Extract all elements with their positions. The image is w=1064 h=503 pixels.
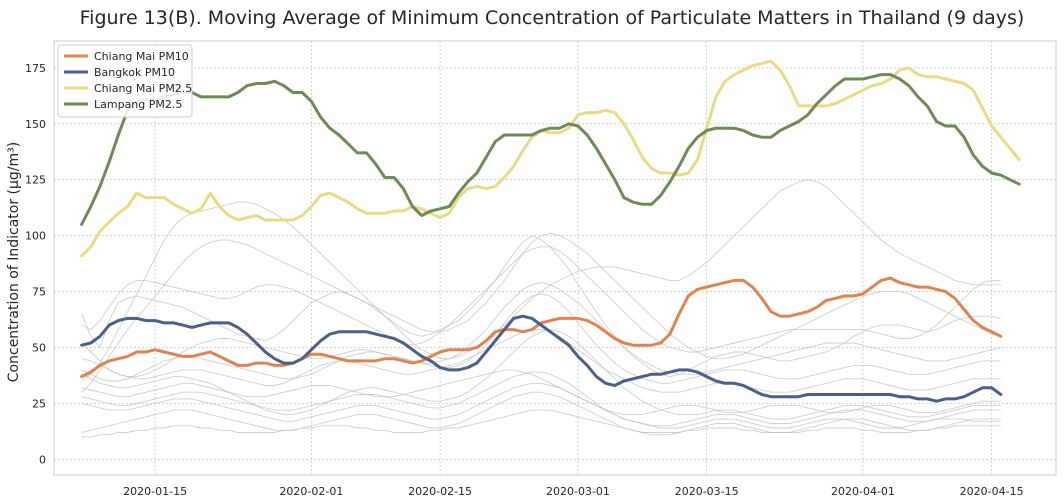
y-tick-label: 100 [25,230,46,243]
background-series-line [81,391,1001,436]
highlight-series [80,59,1021,403]
background-series-line [81,371,1001,427]
gridlines [54,41,1056,475]
background-series-line [81,329,1001,420]
y-tick-label: 175 [25,62,46,75]
y-tick-label: 0 [39,453,46,466]
y-tick-label: 75 [32,286,46,299]
y-tick-label: 25 [32,397,46,410]
x-tick-label: 2020-02-01 [279,485,343,498]
x-tick-label: 2020-04-15 [960,485,1024,498]
x-tick-label: 2020-03-01 [546,485,610,498]
plot-frame [53,40,1057,476]
legend-label: Lampang PM2.5 [94,98,182,111]
background-series-line [81,282,1001,378]
x-tick-label: 2020-02-15 [408,485,472,498]
background-series-line [81,382,1001,429]
series-line [80,276,1003,379]
legend: Chiang Mai PM10 Bangkok PM10 Chiang Mai PM… [57,44,193,118]
legend-label: Bangkok PM10 [94,66,175,79]
background-series-line [81,232,1001,393]
chart-title: Figure 13(B). Moving Average of Minimum … [80,7,1025,29]
background-series-line [81,246,1001,353]
series-line [80,73,1021,226]
background-series-line [81,329,1001,393]
y-tick-label: 50 [32,341,46,354]
series-line [80,59,1021,258]
tick-labels: 0 25 50 75 100 125 150 175 2020-01-15 2020-02-01 2… [25,62,1024,498]
background-series-line [81,409,1001,438]
background-series-line [81,369,1001,416]
series-line [80,314,1003,403]
x-tick-label: 2020-03-15 [675,485,739,498]
background-series-line [81,235,1001,378]
y-tick-label: 125 [25,174,46,187]
legend-label: Chiang Mai PM2.5 [94,82,192,95]
y-axis-label: Concentration of Indicator (µg/m³) [6,142,22,382]
background-series-line [81,293,1001,384]
y-tick-label: 150 [25,118,46,131]
legend-box [57,44,193,118]
legend-label: Chiang Mai PM10 [94,50,189,63]
x-tick-label: 2020-01-15 [123,485,187,498]
x-tick-label: 2020-04-01 [831,485,895,498]
background-series [81,179,1001,438]
background-series-line [81,179,1001,382]
